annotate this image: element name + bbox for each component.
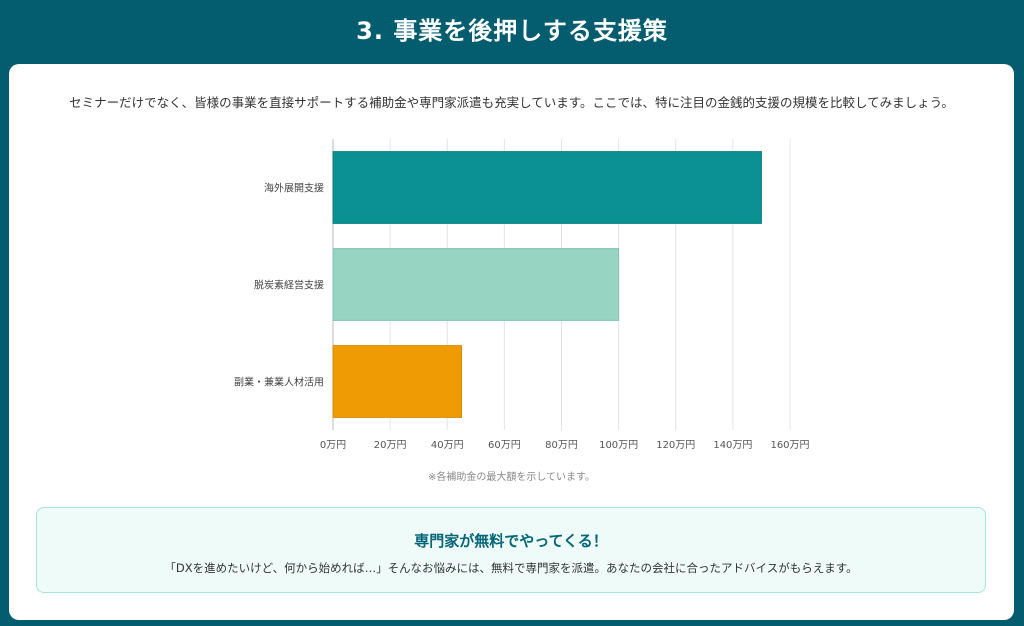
chart-x-tick-labels: 0万円 20万円 40万円 60万円 80万円 100万円 120万円 140万円 160万円	[320, 440, 810, 451]
content-card: セミナーだけでなく、皆様の事業を直接サポートする補助金や専門家派遣も充実していま…	[9, 64, 1014, 620]
bar	[332, 151, 762, 224]
x-tick-label: 40万円	[431, 440, 464, 451]
x-tick-label: 140万円	[713, 440, 752, 451]
x-tick-label: 120万円	[656, 440, 695, 451]
x-tick-label: 80万円	[545, 440, 578, 451]
category-label: 副業・兼業人材活用	[234, 376, 324, 389]
x-tick-label: 100万円	[599, 440, 638, 451]
callout-title: 専門家が無料でやってくる！	[414, 532, 608, 550]
callout-text: 「DXを進めたいけど、何から始めれば…」そんなお悩みには、無料で専門家を派遣。あ…	[164, 561, 858, 575]
intro-text: セミナーだけでなく、皆様の事業を直接サポートする補助金や専門家派遣も充実していま…	[69, 95, 954, 110]
x-tick-label: 60万円	[488, 440, 521, 451]
chart-note: ※各補助金の最大額を示しています。	[427, 472, 596, 483]
expert-dispatch-callout: 専門家が無料でやってくる！ 「DXを進めたいけど、何から始めれば…」そんなお悩み…	[36, 507, 986, 593]
bar	[332, 345, 463, 418]
x-tick-label: 160万円	[770, 440, 809, 451]
category-label: 脱炭素経営支援	[254, 279, 324, 292]
x-tick-label: 0万円	[320, 440, 346, 451]
bar	[332, 248, 620, 321]
category-label: 海外展開支援	[264, 182, 324, 195]
section-title: 3. 事業を後押しする支援策	[356, 16, 668, 45]
chart-bars	[332, 151, 762, 418]
x-tick-label: 20万円	[374, 440, 407, 451]
